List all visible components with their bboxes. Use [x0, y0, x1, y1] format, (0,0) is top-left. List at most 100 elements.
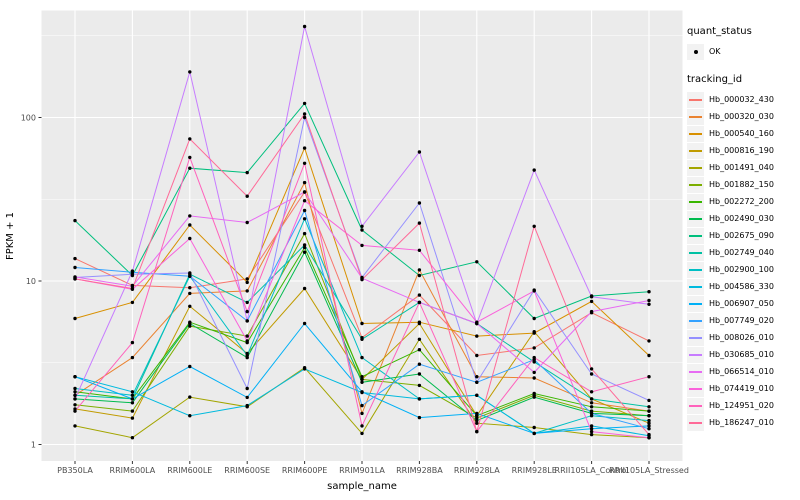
data-point	[188, 324, 192, 328]
legend-key-line-icon	[687, 261, 704, 278]
data-point	[73, 409, 77, 413]
data-point	[589, 401, 594, 405]
data-point	[417, 397, 422, 401]
data-point	[647, 398, 651, 403]
data-point	[589, 299, 594, 304]
line-swatch-icon	[689, 217, 702, 220]
data-point	[302, 112, 307, 116]
legend-key-line-icon	[687, 312, 704, 329]
data-point	[647, 418, 651, 423]
legend-item-Hb_124951_020: Hb_124951_020	[687, 397, 799, 414]
line-swatch-icon	[689, 98, 702, 101]
legend-section-quant-status: quant_status OK	[687, 26, 799, 60]
data-point	[245, 289, 249, 293]
data-point	[475, 429, 479, 434]
data-point	[302, 180, 307, 185]
legend-item-Hb_000816_190: Hb_000816_190	[687, 142, 799, 159]
y-tick-label: 10	[26, 277, 36, 286]
legend-key-line-icon	[687, 397, 704, 414]
legend-key-line-icon	[687, 278, 704, 295]
data-point	[130, 393, 135, 397]
legend-key-point-icon	[687, 43, 704, 60]
data-point	[532, 355, 536, 360]
data-point	[589, 429, 594, 434]
data-point	[589, 390, 594, 394]
data-point	[188, 304, 192, 308]
data-point	[245, 395, 249, 400]
line-swatch-icon	[689, 166, 702, 169]
data-point	[130, 390, 135, 394]
y-tick-label: 1	[31, 440, 36, 449]
data-point	[302, 243, 307, 247]
legend-item-label: Hb_000816_190	[709, 146, 774, 155]
data-point	[589, 427, 594, 431]
data-point	[245, 170, 249, 175]
data-point	[589, 295, 594, 299]
data-point	[360, 380, 364, 384]
y-tick-label: 100	[21, 113, 36, 122]
legend-item-Hb_030685_010: Hb_030685_010	[687, 346, 799, 363]
data-point	[417, 248, 422, 252]
legend-items-tracking-id: Hb_000032_430 Hb_000320_030 Hb_000540_160 H…	[687, 91, 799, 431]
data-point	[417, 348, 422, 352]
data-point	[130, 286, 135, 291]
data-point	[532, 289, 536, 293]
data-point	[130, 436, 135, 440]
legend-key-line-icon	[687, 363, 704, 380]
data-point	[245, 339, 249, 343]
data-point	[589, 411, 594, 416]
data-point	[245, 334, 249, 338]
data-point	[532, 376, 536, 380]
data-point	[302, 199, 307, 203]
legend-item-Hb_000540_160: Hb_000540_160	[687, 125, 799, 142]
legend-item-Hb_000032_430: Hb_000032_430	[687, 91, 799, 108]
data-point	[417, 337, 422, 341]
legend-item-label: Hb_004586_330	[709, 282, 774, 291]
legend-key-line-icon	[687, 91, 704, 108]
data-point	[73, 316, 77, 321]
legend-item-Hb_002272_200: Hb_002272_200	[687, 193, 799, 210]
data-point	[532, 168, 536, 172]
data-point	[302, 250, 307, 254]
data-point	[532, 316, 536, 321]
data-point	[302, 161, 307, 165]
x-tick-label: RRII105LA_Stressed	[609, 466, 689, 475]
data-point	[532, 346, 536, 350]
data-point	[417, 362, 422, 366]
legend: quant_status OK tracking_id Hb_000032_43…	[687, 26, 799, 431]
data-point	[302, 367, 307, 371]
line-swatch-icon	[689, 268, 702, 271]
data-point	[130, 269, 135, 273]
legend-item-Hb_002490_030: Hb_002490_030	[687, 210, 799, 227]
data-point	[188, 223, 192, 227]
x-tick-label: PB350LA	[57, 466, 93, 475]
data-point	[647, 421, 651, 425]
data-point	[245, 319, 249, 323]
legend-item-Hb_004586_330: Hb_004586_330	[687, 278, 799, 295]
line-swatch-icon	[689, 404, 702, 407]
data-point	[302, 286, 307, 291]
data-point	[532, 425, 536, 430]
line-swatch-icon	[689, 370, 702, 373]
legend-key-line-icon	[687, 295, 704, 312]
legend-key-line-icon	[687, 329, 704, 346]
data-point	[360, 337, 364, 341]
legend-item-Hb_002675_090: Hb_002675_090	[687, 227, 799, 244]
data-point	[417, 415, 422, 420]
data-point	[475, 375, 479, 379]
data-point	[647, 353, 651, 358]
legend-key-line-icon	[687, 142, 704, 159]
x-axis-title: sample_name	[327, 481, 397, 492]
x-tick-label: RRIM600SE	[224, 466, 270, 475]
line-swatch-icon	[689, 336, 702, 339]
legend-title-quant-status: quant_status	[687, 26, 752, 37]
data-point	[188, 395, 192, 399]
data-point	[589, 405, 594, 409]
data-point	[188, 291, 192, 296]
data-point	[647, 339, 651, 343]
data-point	[589, 372, 594, 376]
legend-item-label: Hb_066514_010	[709, 367, 774, 376]
data-point	[360, 377, 364, 382]
data-point	[302, 321, 307, 326]
